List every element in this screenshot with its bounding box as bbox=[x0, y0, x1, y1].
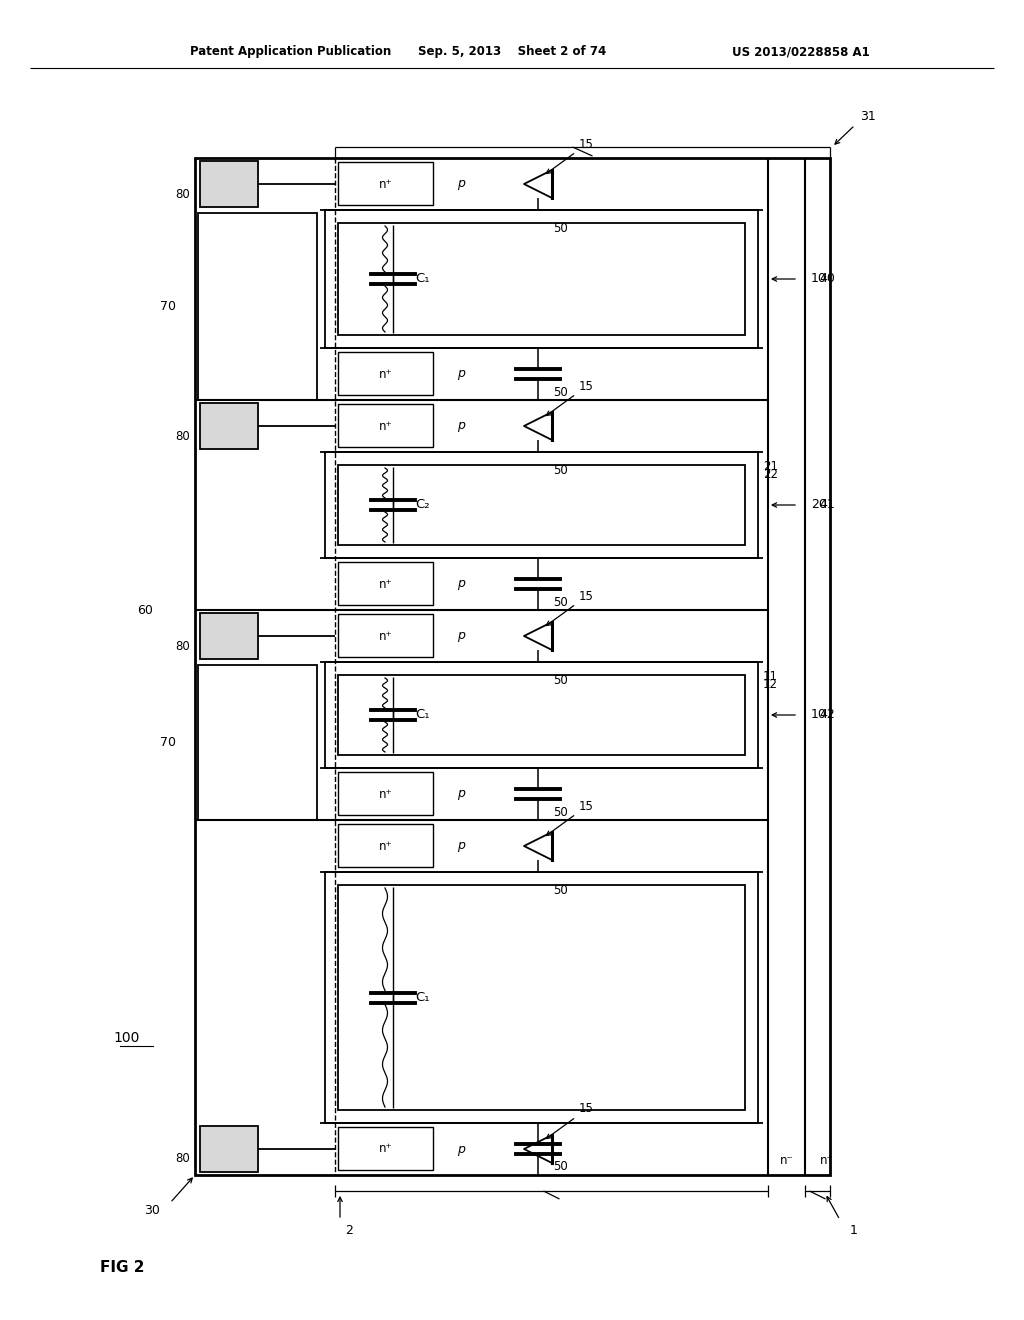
Text: 15: 15 bbox=[579, 590, 594, 602]
Text: n⁺: n⁺ bbox=[379, 840, 392, 853]
Text: 30: 30 bbox=[144, 1204, 160, 1217]
Bar bbox=[200, 403, 258, 449]
Bar bbox=[325, 451, 758, 558]
Text: p: p bbox=[457, 840, 465, 853]
Bar bbox=[200, 612, 258, 659]
Text: 50: 50 bbox=[553, 673, 567, 686]
Bar bbox=[338, 884, 745, 1110]
Text: 20: 20 bbox=[811, 499, 826, 511]
Text: 31: 31 bbox=[860, 111, 876, 124]
Bar bbox=[338, 675, 745, 755]
Text: n⁺: n⁺ bbox=[379, 1143, 392, 1155]
Text: n⁻: n⁻ bbox=[779, 1155, 794, 1167]
Text: n⁺: n⁺ bbox=[379, 367, 392, 380]
Text: 50: 50 bbox=[553, 385, 567, 399]
Text: 1: 1 bbox=[850, 1224, 858, 1237]
Text: 80: 80 bbox=[175, 639, 190, 652]
Text: US 2013/0228858 A1: US 2013/0228858 A1 bbox=[732, 45, 870, 58]
Bar bbox=[338, 162, 433, 205]
Bar bbox=[338, 1127, 433, 1170]
Text: 80: 80 bbox=[175, 187, 190, 201]
Text: n⁺: n⁺ bbox=[379, 788, 392, 800]
Bar bbox=[325, 210, 758, 348]
Text: n⁺: n⁺ bbox=[820, 1155, 834, 1167]
Text: 50: 50 bbox=[553, 463, 567, 477]
Text: 10: 10 bbox=[811, 272, 826, 285]
Text: 21: 21 bbox=[763, 461, 778, 474]
Text: 15: 15 bbox=[579, 137, 594, 150]
Bar bbox=[338, 465, 745, 545]
Text: p: p bbox=[457, 177, 465, 190]
Text: 15: 15 bbox=[579, 380, 594, 392]
Text: 41: 41 bbox=[819, 499, 835, 511]
Bar bbox=[200, 161, 258, 207]
Text: 50: 50 bbox=[553, 1160, 567, 1173]
Text: p: p bbox=[457, 788, 465, 800]
Bar bbox=[338, 614, 433, 657]
Text: FIG 2: FIG 2 bbox=[100, 1261, 144, 1275]
Text: n⁺: n⁺ bbox=[379, 578, 392, 590]
Text: p: p bbox=[457, 420, 465, 433]
Text: 50: 50 bbox=[553, 222, 567, 235]
Bar bbox=[338, 772, 433, 814]
Text: 10: 10 bbox=[811, 709, 826, 722]
Text: n⁺: n⁺ bbox=[379, 420, 392, 433]
Bar bbox=[338, 352, 433, 395]
Text: p: p bbox=[457, 630, 465, 643]
Text: 11: 11 bbox=[763, 671, 778, 684]
Bar bbox=[200, 1126, 258, 1172]
Bar bbox=[338, 824, 433, 867]
Text: C₂: C₂ bbox=[416, 499, 430, 511]
Bar bbox=[338, 404, 433, 447]
Text: p: p bbox=[457, 1143, 465, 1155]
Bar bbox=[338, 562, 433, 605]
Text: 70: 70 bbox=[160, 300, 176, 313]
Text: 15: 15 bbox=[579, 800, 594, 813]
Bar bbox=[195, 158, 830, 1175]
Bar bbox=[198, 665, 317, 820]
Text: 60: 60 bbox=[137, 603, 153, 616]
Text: p: p bbox=[457, 367, 465, 380]
Text: C₁: C₁ bbox=[416, 709, 430, 722]
Text: Patent Application Publication: Patent Application Publication bbox=[190, 45, 391, 58]
Text: 15: 15 bbox=[579, 1102, 594, 1115]
Text: 22: 22 bbox=[763, 469, 778, 482]
Text: 50: 50 bbox=[553, 805, 567, 818]
Bar bbox=[338, 223, 745, 335]
Text: Sep. 5, 2013    Sheet 2 of 74: Sep. 5, 2013 Sheet 2 of 74 bbox=[418, 45, 606, 58]
Text: 70: 70 bbox=[160, 737, 176, 748]
Bar bbox=[325, 873, 758, 1123]
Text: 100: 100 bbox=[114, 1031, 140, 1044]
Text: p: p bbox=[457, 578, 465, 590]
Text: 40: 40 bbox=[819, 272, 835, 285]
Text: n⁺: n⁺ bbox=[379, 177, 392, 190]
Text: 2: 2 bbox=[345, 1224, 353, 1237]
Text: C₁: C₁ bbox=[416, 991, 430, 1005]
Text: C₁: C₁ bbox=[416, 272, 430, 285]
Bar bbox=[325, 663, 758, 768]
Text: 80: 80 bbox=[175, 429, 190, 442]
Text: 50: 50 bbox=[553, 883, 567, 896]
Text: 80: 80 bbox=[175, 1152, 190, 1166]
Bar bbox=[198, 213, 317, 400]
Text: 12: 12 bbox=[763, 678, 778, 692]
Text: 42: 42 bbox=[819, 709, 835, 722]
Text: n⁺: n⁺ bbox=[379, 630, 392, 643]
Text: 50: 50 bbox=[553, 595, 567, 609]
